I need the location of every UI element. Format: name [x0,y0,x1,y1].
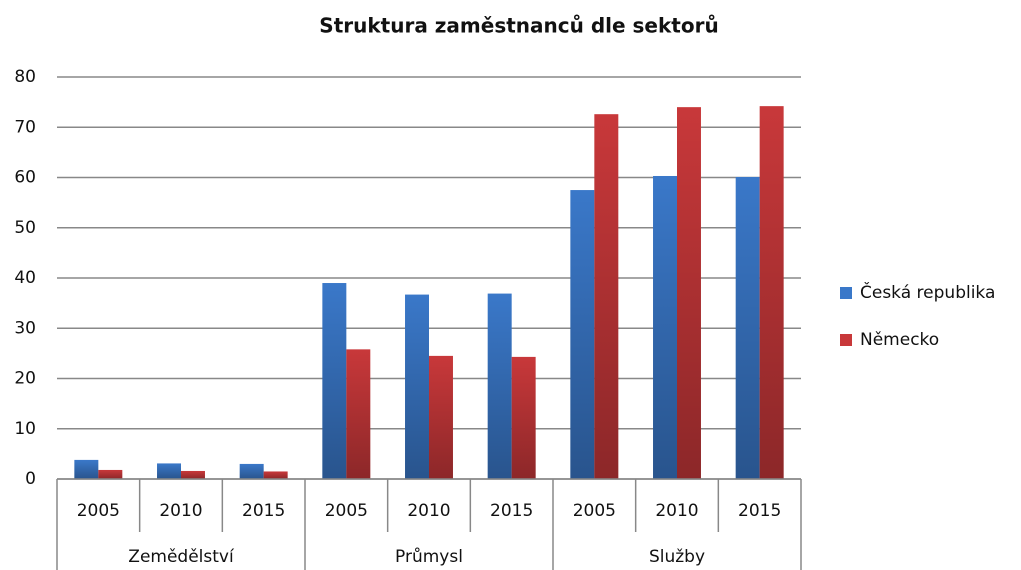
legend-swatch [840,287,852,299]
bar-shade [263,471,288,479]
x-tick-label: 2015 [242,501,285,521]
bar-shade [677,107,701,480]
bar-shade [346,349,371,479]
y-tick-label: 40 [14,268,36,288]
bar-shade [157,463,181,479]
legend-swatch [840,334,852,346]
bar-shade [98,469,123,479]
bar-shade [594,114,619,479]
y-tick-label: 30 [14,318,36,338]
bar-shade [653,175,677,479]
bar-shade [487,293,512,479]
legend-label: Německo [860,330,939,350]
y-tick-label: 50 [14,218,36,238]
y-tick-label: 60 [14,168,36,188]
x-tick-label: 2010 [159,501,202,521]
x-tick-label: 2015 [738,501,781,521]
bar-shade [429,355,453,479]
bar-shade [759,106,784,480]
x-tick-label: 2005 [325,501,368,521]
legend-label: Česká republika [860,281,995,303]
group-label: Služby [649,547,705,567]
x-tick-label: 2005 [573,501,616,521]
bar-shade [511,356,536,479]
group-label: Zemědělství [128,547,235,567]
x-tick-label: 2015 [490,501,533,521]
y-tick-label: 70 [14,117,36,137]
chart-title: Struktura zaměstnanců dle sektorů [319,14,718,38]
bar-shade [181,470,205,479]
bar-shade [570,190,595,479]
bar-shade [322,283,347,479]
bar-shade [74,459,99,479]
y-tick-label: 10 [14,419,36,439]
bar-shade [405,294,429,479]
y-tick-label: 0 [25,469,36,489]
x-tick-label: 2005 [77,501,120,521]
bar-shade [239,463,264,479]
x-tick-label: 2010 [655,501,698,521]
x-tick-label: 2010 [407,501,450,521]
bar-shade [735,176,760,479]
y-tick-label: 20 [14,369,36,389]
y-tick-label: 80 [14,67,36,87]
group-label: Průmysl [395,547,463,567]
